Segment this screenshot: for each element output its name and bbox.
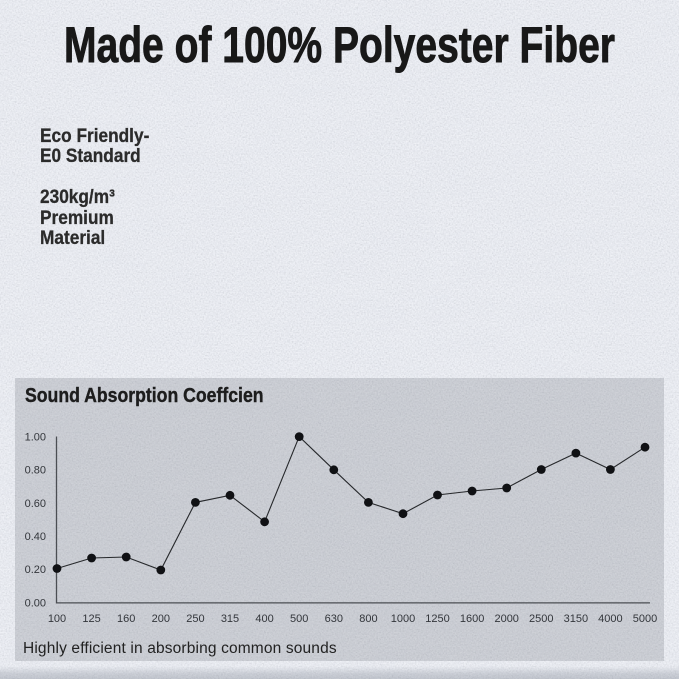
svg-text:800: 800	[359, 613, 377, 625]
svg-text:1000: 1000	[391, 613, 415, 625]
svg-text:250: 250	[186, 613, 204, 625]
svg-text:500: 500	[290, 613, 308, 625]
svg-text:3150: 3150	[564, 613, 588, 625]
svg-text:160: 160	[117, 613, 135, 625]
svg-text:400: 400	[255, 613, 273, 625]
svg-text:630: 630	[325, 613, 343, 625]
svg-text:0.20: 0.20	[25, 564, 46, 576]
svg-text:315: 315	[221, 613, 239, 625]
svg-text:1250: 1250	[425, 613, 449, 625]
svg-text:0.80: 0.80	[25, 465, 46, 477]
svg-text:4000: 4000	[598, 613, 622, 625]
svg-text:125: 125	[82, 613, 100, 625]
svg-text:200: 200	[152, 613, 170, 625]
svg-text:1.00: 1.00	[25, 431, 46, 443]
svg-text:1600: 1600	[460, 613, 484, 625]
svg-text:2000: 2000	[494, 613, 518, 625]
svg-text:5000: 5000	[633, 613, 657, 625]
svg-text:0.60: 0.60	[25, 498, 46, 510]
svg-text:0.40: 0.40	[25, 531, 46, 543]
svg-text:0.00: 0.00	[25, 597, 46, 609]
svg-text:2500: 2500	[529, 613, 553, 625]
svg-text:100: 100	[48, 613, 66, 625]
